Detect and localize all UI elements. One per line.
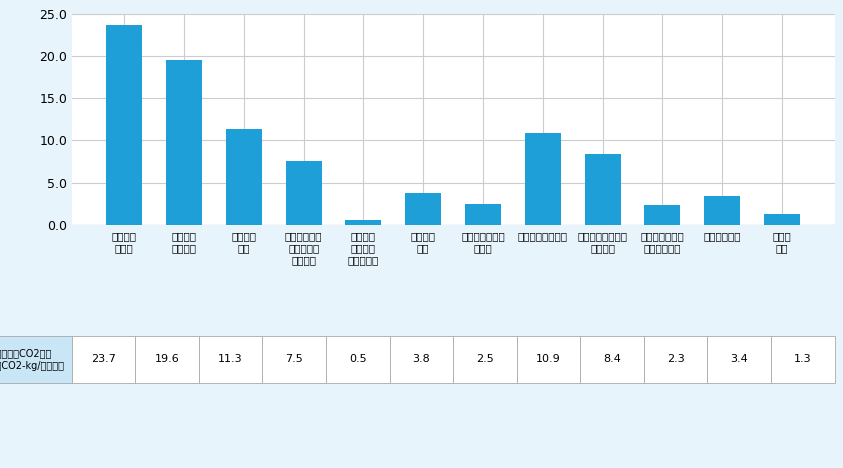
Bar (106, 25, 142, 225)
Bar (166, 59, 202, 225)
Bar (585, 154, 620, 225)
Bar (644, 205, 680, 225)
Bar (286, 161, 321, 225)
Bar (465, 204, 501, 225)
Bar (346, 220, 381, 225)
Bar (764, 214, 800, 225)
Bar (405, 193, 441, 225)
Bar (704, 196, 740, 225)
Bar (525, 133, 561, 225)
Bar (226, 130, 262, 225)
